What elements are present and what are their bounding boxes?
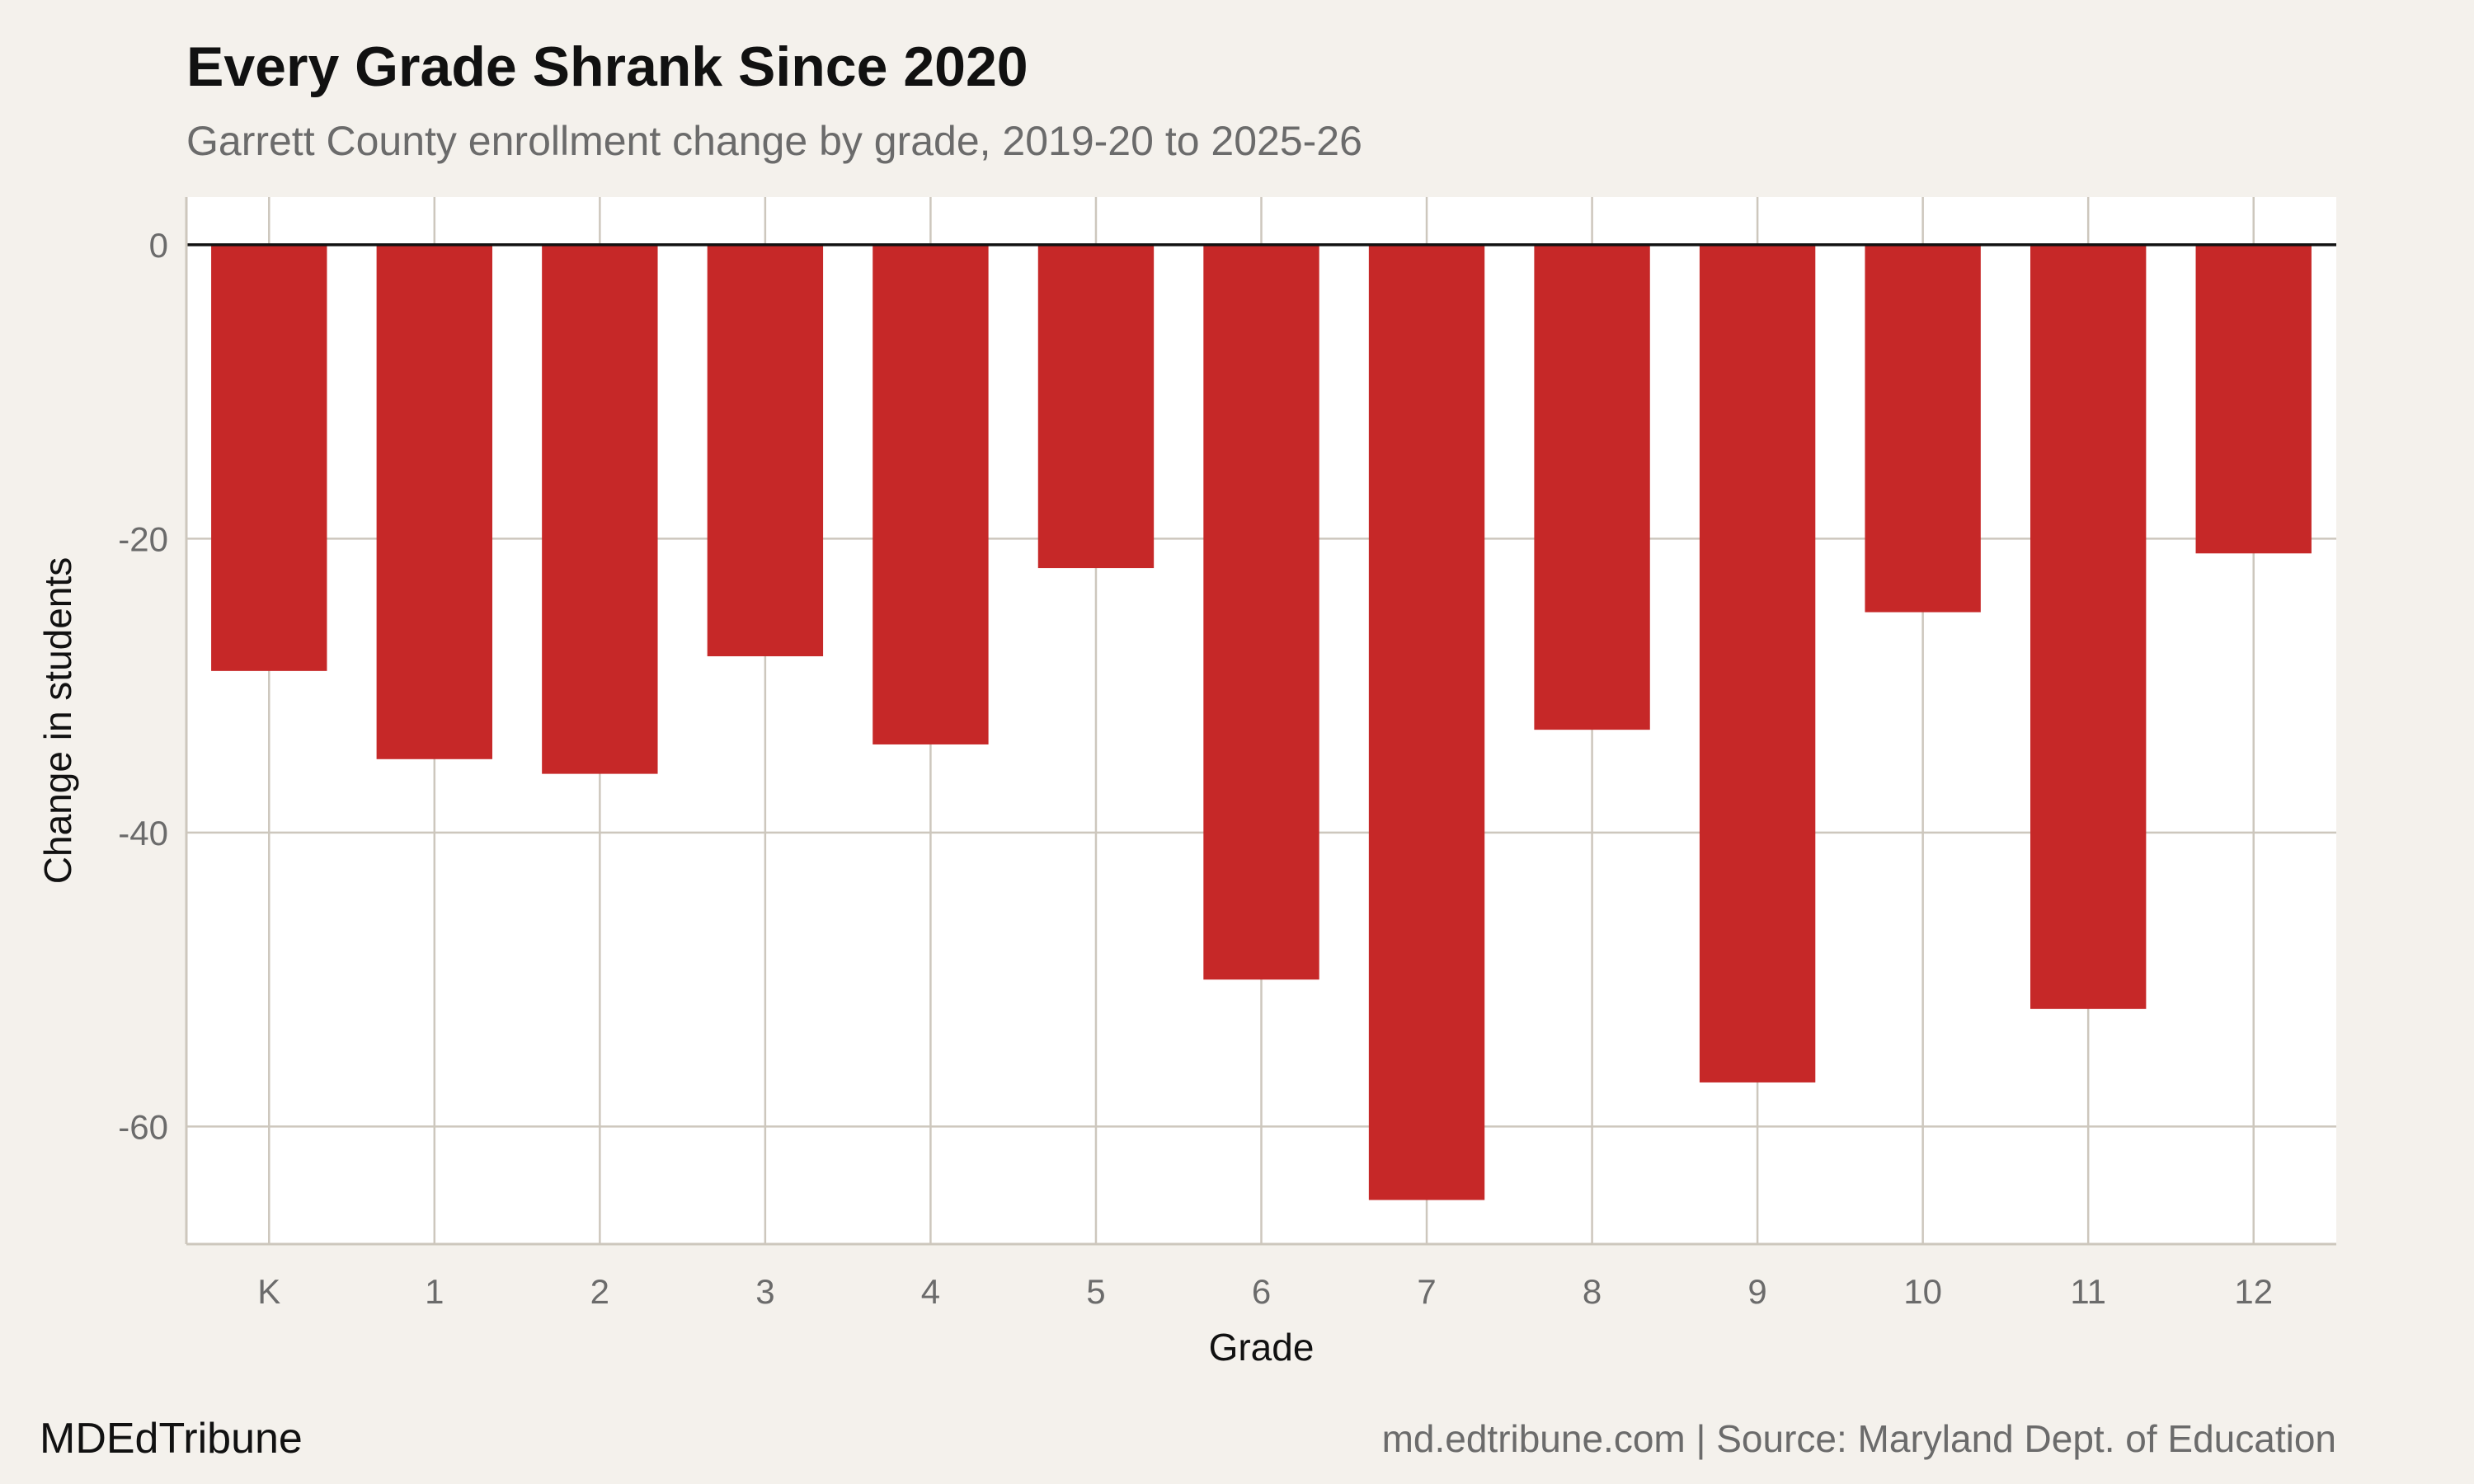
x-tick-label: 7 xyxy=(1417,1272,1436,1311)
x-tick-label: 9 xyxy=(1747,1272,1766,1311)
chart-title: Every Grade Shrank Since 2020 xyxy=(186,35,1028,98)
y-axis-title: Change in students xyxy=(36,557,79,884)
bar-7 xyxy=(1368,244,1485,1200)
bar-2 xyxy=(542,244,658,774)
bar-11 xyxy=(2030,244,2147,1009)
bar-8 xyxy=(1534,244,1650,730)
bar-4 xyxy=(872,244,989,744)
y-tick-label: -60 xyxy=(118,1107,168,1146)
y-tick-label: -20 xyxy=(118,519,168,558)
x-tick-label: 6 xyxy=(1252,1272,1271,1311)
x-tick-label: 4 xyxy=(921,1272,940,1311)
bar-K xyxy=(211,244,327,671)
x-tick-label: 5 xyxy=(1086,1272,1105,1311)
y-tick-label: 0 xyxy=(149,226,168,265)
brand-logo-text: MDEdTribune xyxy=(40,1415,303,1463)
bar-3 xyxy=(707,244,824,657)
bar-12 xyxy=(2195,244,2312,554)
bar-6 xyxy=(1203,244,1319,980)
x-tick-label: 3 xyxy=(755,1272,774,1311)
bar-9 xyxy=(1699,244,1816,1082)
x-tick-label: 2 xyxy=(590,1272,609,1311)
x-tick-label: 10 xyxy=(1903,1272,1942,1311)
x-tick-label: K xyxy=(257,1272,280,1311)
source-caption: md.edtribune.com | Source: Maryland Dept… xyxy=(1381,1417,2336,1460)
x-tick-label: 8 xyxy=(1583,1272,1602,1311)
y-tick-label: -40 xyxy=(118,814,168,852)
x-tick-label: 1 xyxy=(425,1272,444,1311)
bar-1 xyxy=(376,244,492,759)
x-tick-label: 11 xyxy=(2070,1272,2106,1311)
chart-subtitle: Garrett County enrollment change by grad… xyxy=(186,118,1362,164)
bar-5 xyxy=(1037,244,1155,569)
x-axis-title: Grade xyxy=(1209,1326,1315,1369)
x-tick-label: 12 xyxy=(2234,1272,2273,1311)
bar-10 xyxy=(1865,244,1981,613)
